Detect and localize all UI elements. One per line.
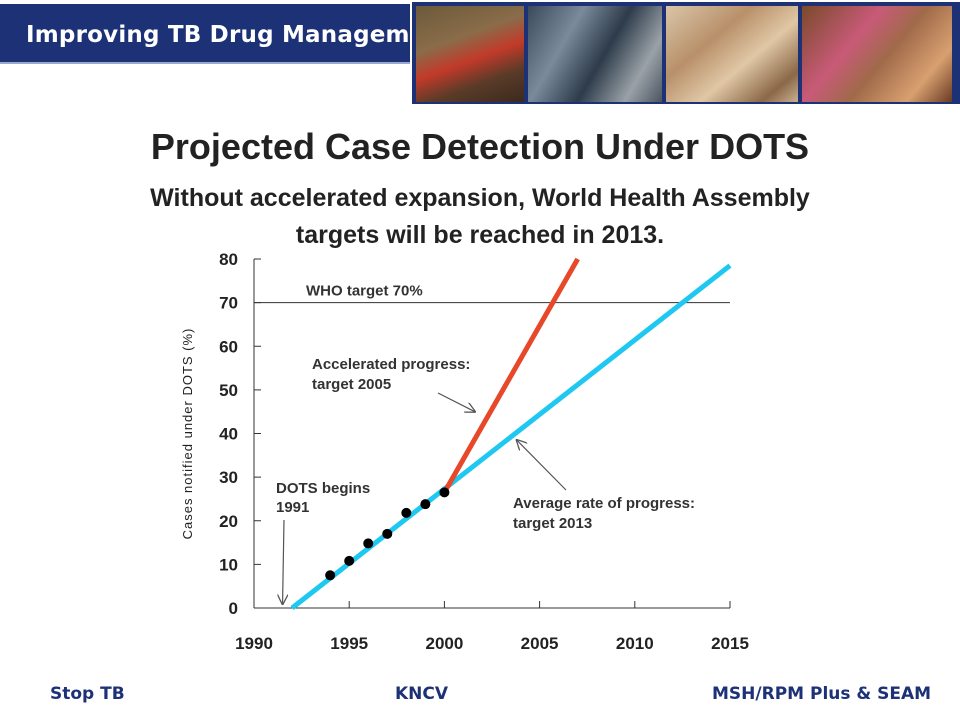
observed-points — [325, 487, 450, 581]
y-tick-label: 70 — [219, 294, 238, 313]
banner-underline — [0, 62, 410, 64]
annotation-dots-begins-line-1: DOTS begins — [276, 480, 370, 497]
x-tick-label: 2015 — [711, 634, 749, 653]
y-axis-label: Cases notified under DOTS (%) — [180, 328, 195, 540]
annotation-average-line-1: Average rate of progress: — [513, 495, 695, 512]
y-tick-label: 0 — [229, 599, 238, 618]
footer-left: Stop TB — [50, 684, 125, 704]
observed-point — [420, 499, 431, 510]
series-group — [290, 257, 732, 610]
target-line-group: WHO target 70% — [254, 283, 730, 304]
annotation-dots-begins-arrow — [283, 519, 284, 604]
annotation-accelerated-line-1: Accelerated progress: — [312, 356, 470, 373]
annotation-accelerated-arrow — [437, 392, 475, 412]
slide-title: Projected Case Detection Under DOTS — [150, 126, 810, 167]
x-tick-label: 1990 — [235, 634, 273, 653]
observed-point — [363, 538, 374, 549]
annotation-average-arrow — [517, 440, 567, 491]
banner-title: Improving TB Drug Management — [26, 22, 454, 48]
x-tick-label: 2000 — [425, 634, 463, 653]
chart-axes: 0 10 20 30 40 50 60 70 80 1990 1995 2000 2005 2010 201… — [180, 250, 749, 653]
y-tick-label: 80 — [219, 250, 238, 269]
slide-subtitle-line-2: targets will be reached in 2013. — [295, 221, 665, 249]
slide-subtitle: Without accelerated expansion, World Hea… — [0, 180, 960, 254]
x-tick-label: 2005 — [521, 634, 559, 653]
y-tick-label: 50 — [219, 381, 238, 400]
photo-child — [416, 6, 524, 102]
annotation-dots-begins-line-2: 1991 — [276, 499, 309, 516]
series-line-0 — [290, 263, 732, 610]
photo-mother — [802, 6, 952, 102]
annotation-accelerated-line-2: target 2005 — [312, 376, 391, 393]
banner-bar: Improving TB Drug Management — [0, 4, 453, 62]
slide-subtitle-line-1: Without accelerated expansion, World Hea… — [150, 184, 810, 212]
x-tick-label: 2010 — [616, 634, 654, 653]
y-tick-label: 60 — [219, 337, 238, 356]
header-banner: Improving TB Drug Management — [0, 0, 960, 112]
footer-center: KNCV — [395, 684, 449, 704]
photo-strip — [412, 2, 960, 104]
footer-right: MSH/RPM Plus & SEAM — [712, 684, 932, 704]
observed-point — [439, 487, 450, 498]
series-line-1 — [442, 257, 580, 494]
observed-point — [401, 507, 412, 518]
photo-baby — [666, 6, 798, 102]
y-tick-label: 30 — [219, 468, 238, 487]
target-label: WHO target 70% — [306, 283, 423, 300]
y-tick-label: 40 — [219, 425, 238, 444]
annotation-average-line-2: target 2013 — [513, 515, 592, 532]
y-tick-label: 20 — [219, 512, 238, 531]
observed-point — [344, 555, 355, 566]
annotations: DOTS begins 1991 Accelerated progress: targ… — [276, 356, 695, 604]
photo-clinic — [528, 6, 662, 102]
observed-point — [325, 570, 336, 581]
x-tick-label: 1995 — [330, 634, 368, 653]
y-tick-label: 10 — [219, 555, 238, 574]
observed-point — [382, 528, 393, 539]
